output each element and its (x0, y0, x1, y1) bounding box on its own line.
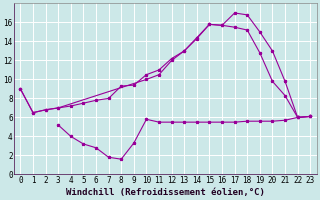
X-axis label: Windchill (Refroidissement éolien,°C): Windchill (Refroidissement éolien,°C) (66, 188, 265, 197)
